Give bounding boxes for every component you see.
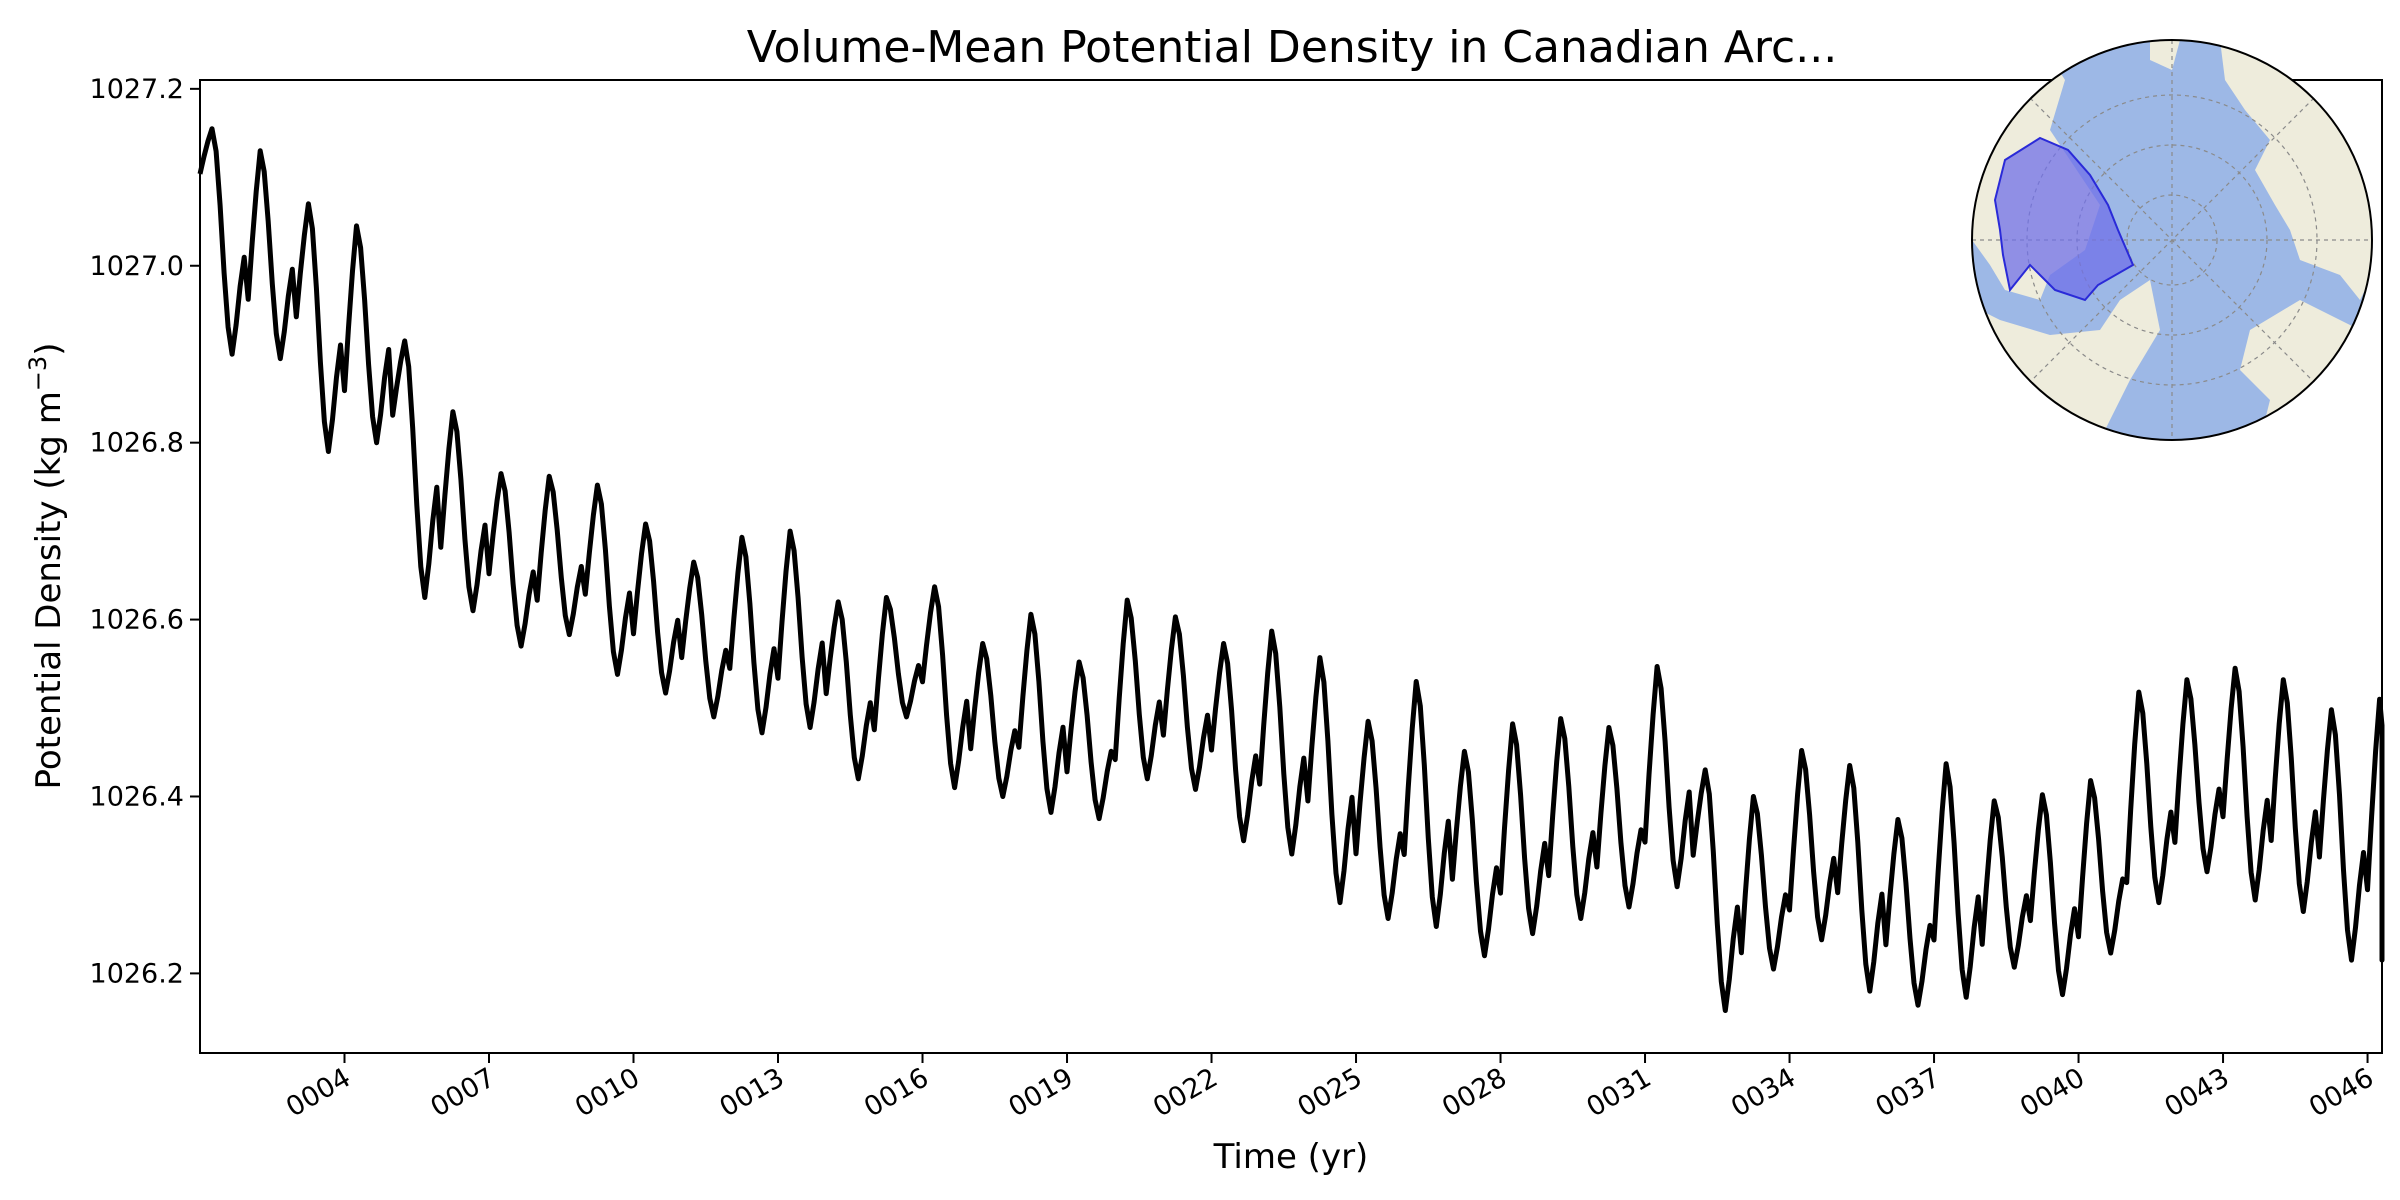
x-tick-label: 0010 [570, 1062, 645, 1123]
y-axis-label-suffix: ) [29, 343, 69, 356]
y-tick-label: 1027.2 [90, 74, 184, 105]
x-tick-label: 0022 [1148, 1062, 1223, 1123]
plot-frame [199, 79, 2383, 1054]
map-region-canadian-archipelago [1993, 136, 2135, 302]
plot-area [197, 126, 2385, 1013]
x-tick-label: 0034 [1726, 1062, 1801, 1123]
x-tick-label: 0004 [281, 1062, 356, 1123]
inset-map [1971, 39, 2373, 441]
map-land [2150, 40, 2180, 70]
x-tick-label: 0019 [1004, 1062, 1079, 1123]
x-tick-label: 0025 [1293, 1062, 1368, 1123]
x-tick-label: 0046 [2304, 1062, 2379, 1123]
y-axis-label-superscript: −3 [24, 356, 52, 391]
y-tick-label: 1026.6 [90, 605, 184, 636]
x-tick-label: 0031 [1582, 1062, 1657, 1123]
x-tick-label: 0043 [2160, 1062, 2235, 1123]
chart-title: Volume-Mean Potential Density in Canadia… [747, 22, 1837, 73]
x-tick-label: 0037 [1871, 1062, 1946, 1123]
x-axis-label: Time (yr) [1213, 1137, 1369, 1177]
x-tick-label: 0040 [2015, 1062, 2090, 1123]
y-tick-label: 1027.0 [90, 251, 184, 282]
y-axis-label: Potential Density (kg m−3) [24, 343, 69, 790]
y-tick-label: 1026.8 [90, 428, 184, 459]
x-tick-label: 0028 [1437, 1062, 1512, 1123]
x-tick-label: 0007 [425, 1062, 500, 1123]
map-border [1971, 39, 2373, 441]
x-tick-label: 0016 [859, 1062, 934, 1123]
y-tick-label: 1026.4 [90, 781, 184, 812]
y-axis: 1026.2 1026.4 1026.6 1026.8 1027.0 1027.2 [90, 74, 200, 989]
x-tick-label: 0013 [715, 1062, 790, 1123]
y-tick-label: 1026.2 [90, 958, 184, 989]
x-axis: 0004 0007 0010 0013 0016 0019 0022 0025 0028 0031… [281, 1053, 2379, 1123]
series-line [197, 126, 2385, 1013]
